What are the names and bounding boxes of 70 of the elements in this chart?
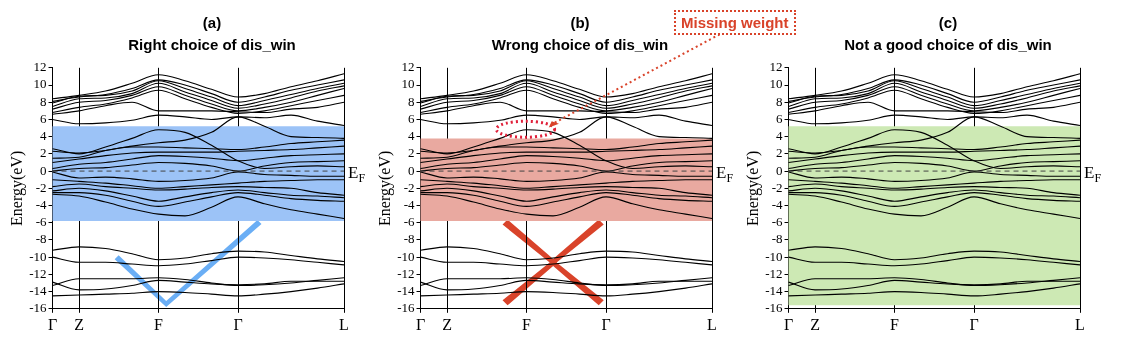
y-tick-label: -8: [771, 231, 783, 247]
x-tick-label: Γ: [783, 315, 794, 333]
y-axis-title: Energy(eV): [375, 150, 394, 226]
y-tick-label: 0: [40, 162, 47, 178]
y-tick-label: 6: [776, 110, 784, 126]
y-tick-label: -10: [397, 248, 415, 264]
y-tick-label: 10: [401, 76, 415, 92]
chart-title: (c): [938, 14, 958, 31]
y-tick-label: -14: [765, 283, 784, 299]
y-tick-label: 2: [776, 145, 783, 161]
y-tick-label: -6: [403, 214, 416, 230]
y-tick-label: 0: [408, 162, 415, 178]
y-tick-label: 8: [40, 93, 47, 109]
y-tick-label: 4: [40, 128, 48, 144]
x-tick-label: L: [339, 315, 349, 333]
y-tick-label: -4: [35, 196, 48, 212]
y-tick-label: -6: [35, 214, 48, 230]
x-tick-label: Γ: [415, 315, 426, 333]
y-tick-label: -16: [397, 300, 416, 316]
y-tick-label: 2: [408, 145, 415, 161]
y-tick-label: -8: [35, 231, 47, 247]
text: Missing weight: [674, 10, 796, 35]
y-tick-label: 0: [776, 162, 783, 178]
x-tick-label: Γ: [47, 315, 58, 333]
y-tick-label: 12: [401, 59, 415, 75]
x-tick-label: F: [890, 315, 900, 333]
x-tick-label: Γ: [233, 315, 243, 333]
y-tick-label: -14: [397, 283, 416, 299]
y-tick-label: -10: [29, 248, 47, 264]
y-tick-label: 8: [776, 93, 783, 109]
y-tick-label: -10: [765, 248, 783, 264]
y-tick-label: 6: [40, 110, 48, 126]
chart-subtitle: Not a good choice of dis_win: [843, 36, 1053, 53]
y-tick-label: 10: [769, 76, 783, 92]
x-tick-label: F: [154, 315, 164, 333]
y-tick-label: 2: [40, 145, 47, 161]
y-tick-label: -16: [29, 300, 48, 316]
x-tick-label: F: [522, 315, 532, 333]
y-tick-label: -2: [35, 179, 47, 195]
y-tick-label: -12: [29, 265, 47, 281]
y-tick-label: 12: [33, 59, 47, 75]
y-tick-label: -4: [403, 196, 416, 212]
y-axis-title: Energy(eV): [743, 150, 762, 226]
chart-subtitle: Right choice of dis_win: [127, 36, 297, 53]
y-tick-label: -6: [771, 214, 784, 230]
x-tick-label: Γ: [601, 315, 611, 333]
y-tick-label: -2: [403, 179, 415, 195]
y-tick-label: 12: [769, 59, 783, 75]
y-tick-label: 4: [408, 128, 416, 144]
x-tick-label: L: [707, 315, 717, 333]
y-tick-label: -16: [765, 300, 784, 316]
y-tick-label: 10: [33, 76, 47, 92]
x-tick-label: L: [1075, 315, 1085, 333]
chart-title: (b): [570, 14, 590, 31]
y-axis-title: Energy(eV): [7, 150, 26, 226]
y-tick-label: -2: [771, 179, 783, 195]
x-tick-label: Z: [74, 315, 84, 333]
x-tick-label: Γ: [969, 315, 979, 333]
x-tick-label: Z: [442, 315, 452, 333]
y-tick-label: -8: [403, 231, 415, 247]
y-tick-label: -12: [397, 265, 415, 281]
y-tick-label: 4: [776, 128, 784, 144]
y-tick-label: 8: [408, 93, 415, 109]
chart-title: (a): [201, 14, 223, 31]
y-tick-label: -12: [765, 265, 783, 281]
y-tick-label: -14: [29, 283, 48, 299]
y-tick-label: 6: [408, 110, 416, 126]
y-tick-label: -4: [771, 196, 784, 212]
chart-subtitle: Wrong choice of dis_win: [490, 36, 670, 53]
x-tick-label: Z: [810, 315, 820, 333]
